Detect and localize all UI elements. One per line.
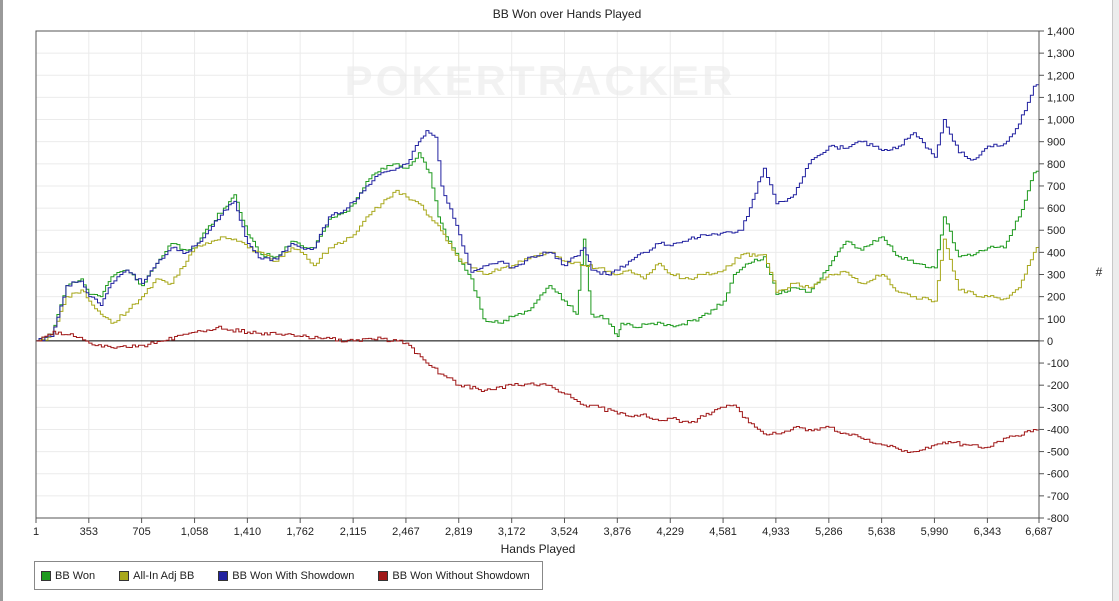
legend-item-all-in-adj-bb[interactable]: All-In Adj BB (119, 570, 194, 582)
window-right-edge (1112, 0, 1119, 601)
y-tick-label: -700 (1047, 491, 1069, 503)
legend: BB Won All-In Adj BB BB Won With Showdow… (34, 561, 543, 590)
x-tick-label: 2,467 (392, 526, 420, 538)
series-line-bb-won-without-showdown (36, 325, 1040, 453)
y-tick-label: 1,100 (1047, 92, 1075, 104)
series-line-bb-won (36, 152, 1040, 342)
y-tick-label: -300 (1047, 402, 1069, 414)
legend-swatch-bb-won-without-showdown (378, 570, 389, 581)
x-tick-label: 5,638 (868, 526, 896, 538)
x-tick-label: 3,172 (498, 526, 526, 538)
x-tick-label: 1,762 (286, 526, 314, 538)
y-tick-label: 1,400 (1047, 26, 1075, 38)
y-tick-label: 600 (1047, 203, 1065, 215)
y-tick-label: 400 (1047, 247, 1065, 259)
y-tick-label: 0 (1047, 336, 1053, 348)
x-tick-label: 5,286 (815, 526, 843, 538)
x-tick-label: 4,933 (762, 526, 790, 538)
legend-label-bb-won: BB Won (55, 569, 96, 582)
y-tick-label: 700 (1047, 181, 1065, 193)
x-tick-label: 2,819 (445, 526, 473, 538)
y-tick-label: 300 (1047, 270, 1065, 282)
legend-label-bb-won-with-showdown: BB Won With Showdown (232, 569, 355, 582)
legend-item-bb-won[interactable]: BB Won (41, 570, 95, 582)
x-tick-label: 6,687 (1025, 526, 1053, 538)
y-tick-label: 800 (1047, 159, 1065, 171)
x-tick-label: 6,343 (974, 526, 1002, 538)
legend-label-bb-won-without-showdown: BB Won Without Showdown (392, 569, 530, 582)
y-tick-label: -100 (1047, 358, 1069, 370)
legend-swatch-all-in-adj-bb (119, 570, 130, 581)
x-tick-label: 5,990 (921, 526, 949, 538)
series-layer (36, 84, 1040, 453)
x-axis-label: Hands Played (501, 542, 576, 556)
legend-label-all-in-adj-bb: All-In Adj BB (133, 569, 195, 582)
y-tick-label: 1,000 (1047, 115, 1075, 127)
x-tick-label: 4,581 (709, 526, 737, 538)
y-tick-label: 1,200 (1047, 70, 1075, 82)
x-tick-label: 3,876 (604, 526, 632, 538)
legend-item-bb-won-without-showdown[interactable]: BB Won Without Showdown (378, 569, 530, 582)
x-tick-label: 3,524 (551, 526, 579, 538)
x-tick-label: 705 (132, 526, 150, 538)
y-tick-label: 1,300 (1047, 48, 1075, 60)
x-tick-label: 1,058 (181, 526, 209, 538)
legend-swatch-bb-won (41, 570, 51, 581)
window-left-edge (0, 0, 3, 601)
legend-swatch-bb-won-with-showdown (218, 570, 229, 581)
x-tick-label: 1,410 (234, 526, 262, 538)
y-tick-label: -600 (1047, 469, 1069, 481)
y-tick-label: -500 (1047, 447, 1069, 459)
y-axis-label: # (1096, 265, 1103, 279)
grid-layer (35, 30, 1040, 519)
y-tick-label: 900 (1047, 137, 1065, 149)
x-tick-label: 2,115 (340, 526, 367, 538)
pokertracker-watermark: POKERTRACKER (345, 57, 736, 104)
x-tick-label: 353 (80, 526, 98, 538)
y-tick-label: -400 (1047, 424, 1069, 436)
y-tick-label: 200 (1047, 292, 1065, 304)
y-tick-label: -800 (1047, 513, 1069, 525)
legend-item-bb-won-with-showdown[interactable]: BB Won With Showdown (218, 570, 354, 582)
x-tick-label: 1 (33, 526, 39, 538)
y-axis-ticks: 1,400 1,300 1,200 1,100 1,000 900 800 700 600 500… (1039, 26, 1075, 525)
x-tick-label: 4,229 (656, 526, 684, 538)
y-tick-label: 100 (1047, 314, 1065, 326)
x-axis-ticks: 1 353 705 1,058 1,410 1,762 2,115 2,467 2,819 3,1… (33, 518, 1053, 538)
series-line-bb-won-with-showdown (36, 84, 1040, 342)
y-tick-label: 500 (1047, 225, 1065, 237)
y-tick-label: -200 (1047, 380, 1069, 392)
chart-title: BB Won over Hands Played (493, 7, 642, 21)
